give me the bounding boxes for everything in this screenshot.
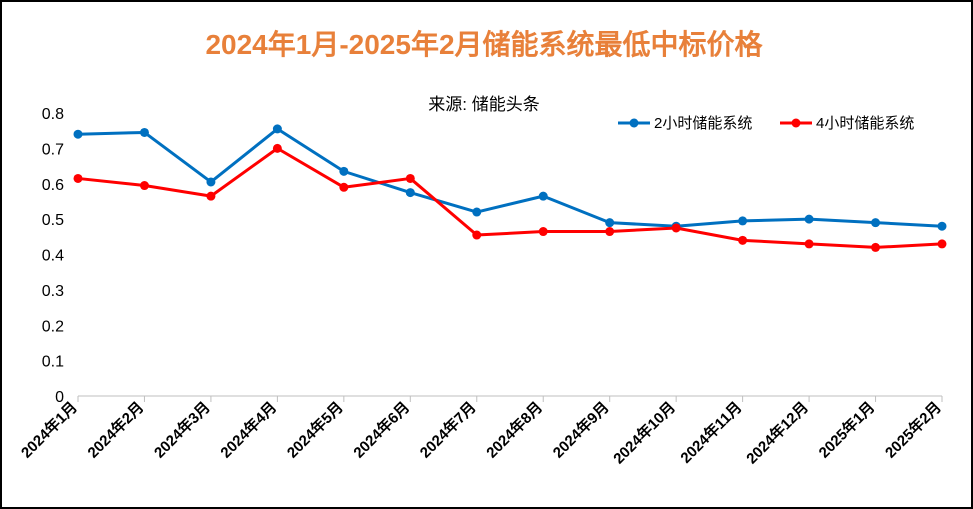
y-tick-label: 0.4	[42, 248, 64, 265]
data-point	[804, 214, 814, 224]
data-point	[937, 239, 947, 249]
y-tick-label: 0.6	[42, 177, 64, 194]
chart-subtitle: 来源: 储能头条	[428, 95, 539, 114]
series-line	[77, 146, 943, 249]
x-tick-label: 2024年10月	[610, 398, 679, 467]
legend-label: 4小时储能系统	[816, 115, 914, 132]
data-point	[339, 182, 349, 192]
legend: 2小时储能系统 4小时储能系统	[618, 115, 914, 132]
data-point	[538, 191, 548, 201]
x-tick-label: 2025年2月	[881, 398, 944, 461]
data-point	[139, 181, 149, 191]
data-point	[738, 235, 748, 245]
data-point	[206, 177, 216, 187]
y-tick-label: 0.5	[42, 212, 64, 229]
series-layer	[73, 124, 947, 252]
data-point	[73, 129, 83, 139]
data-point	[871, 242, 881, 252]
data-point	[871, 218, 881, 228]
data-point	[139, 127, 149, 137]
y-tick-label: 0.3	[42, 283, 64, 300]
y-tick-label: 0.7	[42, 141, 64, 158]
y-tick-label: 0.2	[42, 318, 64, 335]
data-point	[206, 191, 216, 201]
data-point	[73, 173, 83, 183]
x-tick-label: 2024年1月	[17, 398, 80, 461]
x-tick-label: 2024年3月	[150, 398, 213, 461]
data-point	[405, 173, 415, 183]
x-tick-label: 2024年11月	[677, 398, 746, 467]
data-point	[272, 143, 282, 153]
x-tick-label: 2024年4月	[217, 398, 280, 461]
data-point	[472, 230, 482, 240]
data-point	[272, 124, 282, 134]
x-tick-label: 2024年6月	[350, 398, 413, 461]
legend-swatch-marker	[791, 118, 801, 128]
data-point	[472, 207, 482, 217]
series-line	[77, 127, 943, 228]
data-point	[339, 166, 349, 176]
data-point	[538, 227, 548, 237]
x-tick-label: 2024年9月	[549, 398, 612, 461]
data-point	[671, 223, 681, 233]
x-tick-label: 2024年8月	[483, 398, 546, 461]
data-point	[605, 227, 615, 237]
data-point	[804, 239, 814, 249]
y-axis: 0 0.1 0.2 0.3 0.4 0.5 0.6 0.7 0.8	[42, 106, 64, 406]
y-tick-label: 0.1	[42, 354, 64, 371]
x-tick-label: 2025年1月	[815, 398, 878, 461]
legend-label: 2小时储能系统	[654, 115, 752, 132]
data-point	[605, 218, 615, 228]
y-tick-label: 0.8	[42, 106, 64, 123]
x-tick-label: 2024年2月	[84, 398, 147, 461]
data-point	[738, 216, 748, 226]
x-tick-label: 2024年7月	[416, 398, 479, 461]
y-tick-label: 0	[55, 389, 64, 406]
chart-title: 2024年1月-2025年2月储能系统最低中标价格	[205, 28, 763, 60]
data-point	[405, 188, 415, 198]
x-tick-label: 2024年12月	[743, 398, 812, 467]
data-point	[937, 221, 947, 231]
x-tick-label: 2024年5月	[283, 398, 346, 461]
legend-swatch-marker	[629, 118, 639, 128]
x-axis: 2024年1月 2024年2月 2024年3月 2024年4月 2024年5月 2024年…	[17, 395, 945, 467]
